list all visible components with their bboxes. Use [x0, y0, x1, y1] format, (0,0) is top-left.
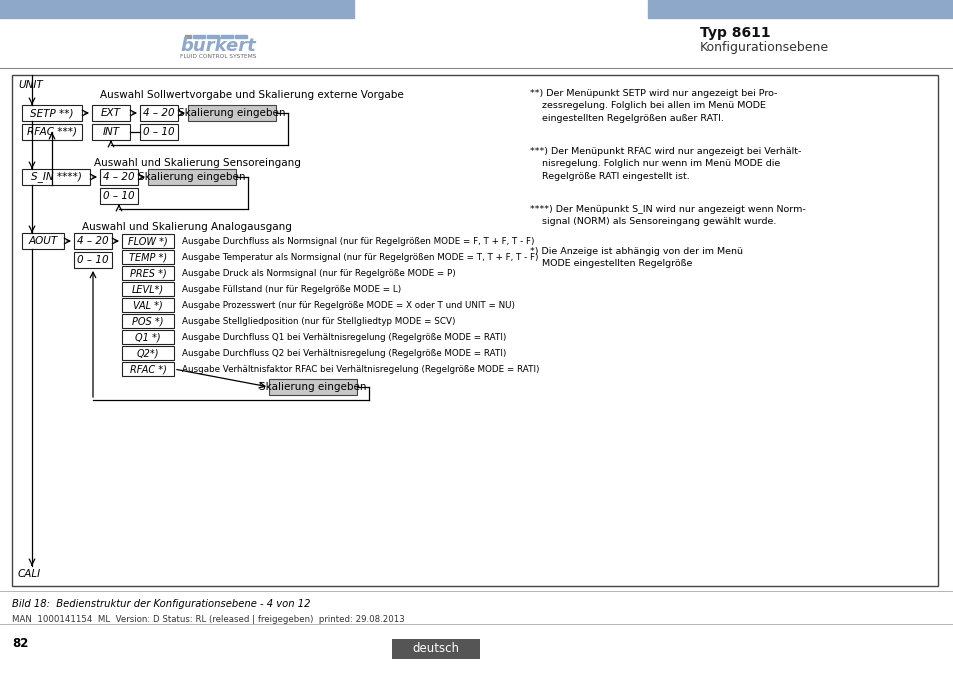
Bar — [74, 252, 112, 268]
Text: S_IN ****): S_IN ****) — [30, 172, 81, 182]
Text: Auswahl und Skalierung Analogausgang: Auswahl und Skalierung Analogausgang — [82, 222, 292, 232]
Bar — [0, 0, 354, 18]
Bar — [22, 233, 64, 249]
Text: CALI: CALI — [18, 569, 41, 579]
Text: EXT: EXT — [101, 108, 121, 118]
Bar — [122, 282, 173, 296]
Text: Q1 *): Q1 *) — [135, 332, 161, 342]
Bar — [100, 169, 138, 185]
Text: FLOW *): FLOW *) — [128, 236, 168, 246]
Text: **) Der Menüpunkt SETP wird nur angezeigt bei Pro-
    zessregelung. Folglich be: **) Der Menüpunkt SETP wird nur angezeig… — [530, 89, 777, 123]
Text: 0 – 10: 0 – 10 — [143, 127, 174, 137]
Text: Skalierung eingeben: Skalierung eingeben — [259, 382, 366, 392]
Text: Typ 8611: Typ 8611 — [700, 26, 770, 40]
Text: Ausgabe Durchfluss Q1 bei Verhältnisregelung (Regelgröße MODE = RATI): Ausgabe Durchfluss Q1 bei Verhältnisrege… — [182, 332, 506, 341]
Bar — [647, 0, 953, 18]
Text: 0 – 10: 0 – 10 — [77, 255, 109, 265]
Text: MAN  1000141154  ML  Version: D Status: RL (released | freigegeben)  printed: 29: MAN 1000141154 ML Version: D Status: RL … — [12, 615, 404, 624]
Bar — [148, 169, 235, 185]
Bar — [234, 35, 247, 38]
Text: POS *): POS *) — [132, 316, 164, 326]
Text: Ausgabe Füllstand (nur für Regelgröße MODE = L): Ausgabe Füllstand (nur für Regelgröße MO… — [182, 285, 401, 293]
Text: deutsch: deutsch — [412, 643, 459, 656]
Text: ****) Der Menüpunkt S_IN wird nur angezeigt wenn Norm-
    signal (NORM) als Sen: ****) Der Menüpunkt S_IN wird nur angeze… — [530, 205, 805, 227]
Bar — [193, 35, 205, 38]
Text: UNIT: UNIT — [18, 80, 43, 90]
Text: Ausgabe Druck als Normsignal (nur für Regelgröße MODE = P): Ausgabe Druck als Normsignal (nur für Re… — [182, 269, 456, 277]
Bar — [140, 124, 178, 140]
Text: 4 – 20: 4 – 20 — [103, 172, 134, 182]
Text: Ausgabe Stellgliedposition (nur für Stellgliedtyp MODE = SCV): Ausgabe Stellgliedposition (nur für Stel… — [182, 316, 455, 326]
Bar — [122, 250, 173, 264]
Text: PRES *): PRES *) — [130, 268, 166, 278]
Text: RFAC ***): RFAC ***) — [27, 127, 77, 137]
Text: 4 – 20: 4 – 20 — [77, 236, 109, 246]
Text: Ausgabe Temperatur als Normsignal (nur für Regelgrößen MODE = T, T + F, T - F): Ausgabe Temperatur als Normsignal (nur f… — [182, 252, 537, 262]
Text: Konfigurationsebene: Konfigurationsebene — [700, 42, 828, 55]
Bar — [12, 75, 937, 586]
Text: TEMP *): TEMP *) — [129, 252, 167, 262]
Bar — [122, 362, 173, 376]
Bar — [140, 105, 178, 121]
Text: bürkert: bürkert — [180, 37, 255, 55]
Bar — [122, 330, 173, 344]
Bar — [122, 266, 173, 280]
Bar — [188, 105, 275, 121]
Text: Bild 18:  Bedienstruktur der Konfigurationsebene - 4 von 12: Bild 18: Bedienstruktur der Konfiguratio… — [12, 599, 310, 609]
Bar — [185, 35, 191, 38]
Bar — [122, 234, 173, 248]
Text: VAL *): VAL *) — [133, 300, 163, 310]
Text: AOUT: AOUT — [29, 236, 57, 246]
Text: 0 – 10: 0 – 10 — [103, 191, 134, 201]
Bar — [22, 169, 90, 185]
Text: Ausgabe Durchfluss als Normsignal (nur für Regelgrößen MODE = F, T + F, T - F): Ausgabe Durchfluss als Normsignal (nur f… — [182, 236, 534, 246]
Bar — [100, 188, 138, 204]
Bar — [22, 105, 82, 121]
Bar — [392, 639, 479, 659]
Bar — [269, 379, 356, 395]
Text: Ausgabe Durchfluss Q2 bei Verhältnisregelung (Regelgröße MODE = RATI): Ausgabe Durchfluss Q2 bei Verhältnisrege… — [182, 349, 506, 357]
Text: RFAC *): RFAC *) — [130, 364, 166, 374]
Text: Skalierung eingeben: Skalierung eingeben — [138, 172, 246, 182]
Bar — [91, 105, 130, 121]
Text: LEVL*): LEVL*) — [132, 284, 164, 294]
Text: Ausgabe Verhältnisfaktor RFAC bei Verhältnisregelung (Regelgröße MODE = RATI): Ausgabe Verhältnisfaktor RFAC bei Verhäl… — [182, 365, 539, 374]
Text: Auswahl Sollwertvorgabe und Skalierung externe Vorgabe: Auswahl Sollwertvorgabe und Skalierung e… — [100, 90, 403, 100]
Bar — [122, 314, 173, 328]
Text: ***) Der Menüpunkt RFAC wird nur angezeigt bei Verhält-
    nisregelung. Folglic: ***) Der Menüpunkt RFAC wird nur angezei… — [530, 147, 801, 181]
Bar — [207, 35, 219, 38]
Text: INT: INT — [102, 127, 119, 137]
Text: Q2*): Q2*) — [136, 348, 159, 358]
Bar — [122, 298, 173, 312]
Text: Auswahl und Skalierung Sensoreingang: Auswahl und Skalierung Sensoreingang — [93, 158, 300, 168]
Bar — [122, 346, 173, 360]
Text: *) Die Anzeige ist abhängig von der im Menü
    MODE eingestellten Regelgröße: *) Die Anzeige ist abhängig von der im M… — [530, 247, 742, 269]
Text: Skalierung eingeben: Skalierung eingeben — [178, 108, 286, 118]
Bar — [221, 35, 233, 38]
Bar — [91, 124, 130, 140]
Bar — [22, 124, 82, 140]
Text: 4 – 20: 4 – 20 — [143, 108, 174, 118]
Text: SETP **): SETP **) — [30, 108, 73, 118]
Text: FLUID CONTROL SYSTEMS: FLUID CONTROL SYSTEMS — [179, 55, 256, 59]
Text: 82: 82 — [12, 637, 29, 650]
Text: Ausgabe Prozesswert (nur für Regelgröße MODE = X oder T und UNIT = NU): Ausgabe Prozesswert (nur für Regelgröße … — [182, 301, 515, 310]
Bar — [74, 233, 112, 249]
